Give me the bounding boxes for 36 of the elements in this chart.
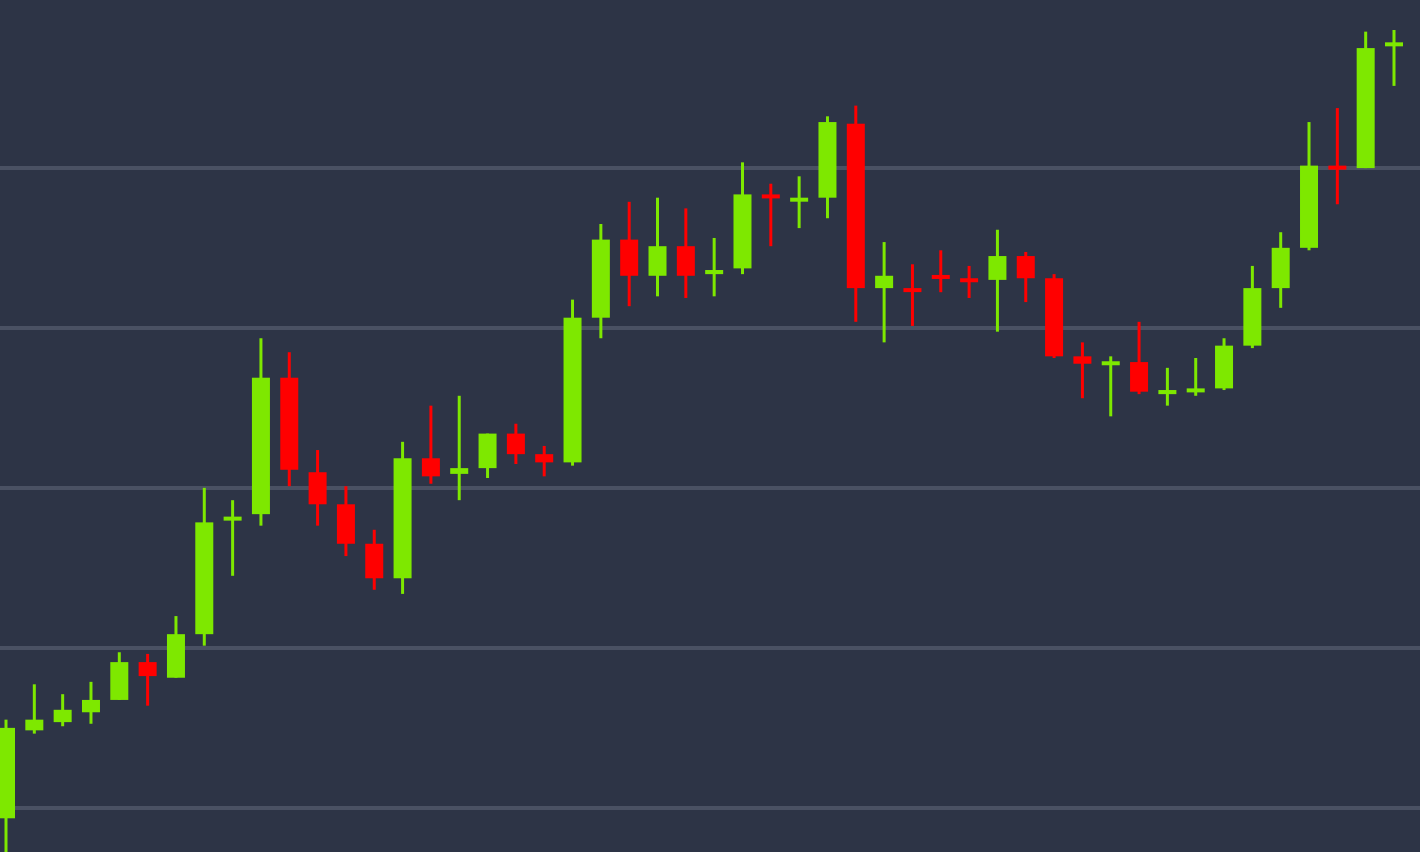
candlestick bbox=[1158, 366, 1177, 408]
candlestick bbox=[1101, 354, 1120, 418]
candlestick bbox=[166, 614, 185, 680]
candlestick bbox=[648, 196, 667, 298]
candlestick bbox=[308, 448, 327, 528]
candlestick bbox=[81, 680, 100, 726]
candlestick bbox=[1016, 250, 1035, 304]
candlestick bbox=[53, 692, 72, 728]
candlestick bbox=[705, 236, 724, 298]
candlestick bbox=[931, 248, 950, 294]
candlestick bbox=[676, 206, 695, 300]
candlestick bbox=[450, 394, 469, 502]
candlestick bbox=[903, 262, 922, 328]
candlestick bbox=[1328, 106, 1347, 206]
candlestick bbox=[761, 182, 780, 248]
candlestick bbox=[478, 432, 497, 480]
candlestick bbox=[110, 650, 129, 702]
candlestick bbox=[1073, 340, 1092, 400]
candlestick bbox=[421, 404, 440, 486]
candlestick bbox=[1271, 230, 1290, 310]
candlestick bbox=[336, 484, 355, 558]
candlestick bbox=[365, 528, 384, 592]
candlestick bbox=[790, 174, 809, 230]
candlestick bbox=[1385, 28, 1403, 88]
candlestick bbox=[25, 682, 44, 736]
candlestick bbox=[1130, 320, 1149, 396]
candlestick bbox=[223, 498, 242, 578]
candlestick bbox=[506, 422, 525, 466]
candlestick bbox=[535, 444, 554, 478]
candlestick bbox=[1215, 336, 1234, 392]
candlestick bbox=[960, 264, 979, 300]
candlestick bbox=[1186, 356, 1205, 398]
candlestick bbox=[875, 240, 894, 344]
candlestick bbox=[620, 200, 639, 308]
candlestick bbox=[988, 228, 1007, 334]
candlestick bbox=[138, 652, 157, 708]
